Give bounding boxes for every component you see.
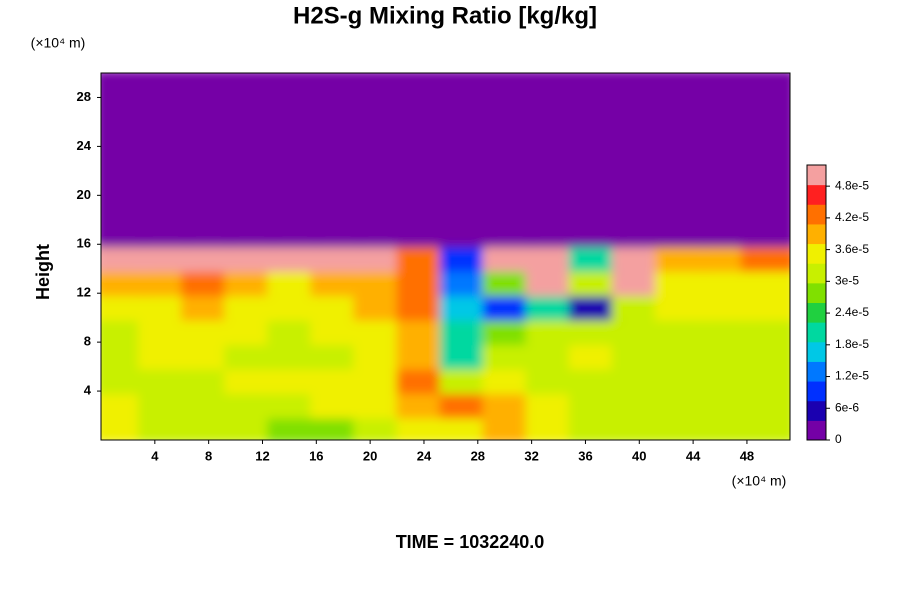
x-tick-label: 24 — [417, 448, 432, 463]
colorbar-tick-label: 4.8e-5 — [835, 178, 869, 192]
y-unit: (×10⁴ m) — [31, 35, 86, 51]
colorbar-band — [807, 400, 826, 421]
colorbar-tick-label: 6e-6 — [835, 400, 859, 414]
colorbar-band — [807, 243, 826, 264]
colorbar-band — [807, 282, 826, 303]
field — [101, 73, 790, 440]
y-tick-label: 16 — [77, 236, 91, 251]
x-tick-label: 44 — [686, 448, 701, 463]
x-tick-label: 36 — [578, 448, 592, 463]
y-tick-label: 28 — [77, 89, 91, 104]
y-tick-label: 12 — [77, 285, 91, 300]
y-tick-label: 8 — [84, 334, 91, 349]
colorbar-band — [807, 420, 826, 441]
colorbar-tick-label: 3.6e-5 — [835, 242, 869, 256]
colorbar-tick-label: 4.2e-5 — [835, 210, 869, 224]
plot-frame — [100, 72, 791, 441]
colorbar-band — [807, 322, 826, 343]
colorbar-tick-label: 1.8e-5 — [835, 337, 869, 351]
colorbar-band — [807, 381, 826, 402]
y-tick-label: 4 — [84, 383, 92, 398]
colorbar-band — [807, 263, 826, 284]
colorbar-band — [807, 204, 826, 225]
colorbar-band — [807, 361, 826, 382]
field-cell — [740, 73, 790, 101]
x-tick-label: 8 — [205, 448, 212, 463]
colorbar-band — [807, 341, 826, 362]
colorbar-band — [807, 165, 826, 186]
colorbar-tick-label: 0 — [835, 432, 842, 446]
colorbar-tick-label: 3e-5 — [835, 274, 859, 288]
y-tick-label: 20 — [77, 187, 91, 202]
axes: 4 8 12 16 20 24 28 32 36 40 44 4848121620242806e-61… — [77, 72, 869, 463]
colorbar-band — [807, 223, 826, 245]
x-tick-label: 48 — [740, 448, 754, 463]
colorbar-frame — [806, 164, 827, 441]
field-cells — [101, 73, 790, 440]
y-axis-label: Height — [33, 244, 53, 300]
x-tick-label: 4 — [151, 448, 159, 463]
x-tick-label: 32 — [524, 448, 538, 463]
x-tick-label: 12 — [255, 448, 269, 463]
y-tick-label: 24 — [77, 138, 92, 153]
time-label: TIME = 1032240.0 — [396, 532, 545, 552]
x-tick-label: 40 — [632, 448, 646, 463]
x-tick-label: 20 — [363, 448, 377, 463]
colorbar-band — [807, 302, 826, 323]
colorbar-band — [807, 184, 826, 205]
chart-title: H2S-g Mixing Ratio [kg/kg] — [293, 2, 597, 29]
x-tick-label: 16 — [309, 448, 323, 463]
colorbar-tick-label: 2.4e-5 — [835, 305, 869, 319]
x-tick-label: 28 — [471, 448, 485, 463]
x-unit: (×10⁴ m) — [732, 473, 787, 489]
colorbar-tick-label: 1.2e-5 — [835, 369, 869, 383]
